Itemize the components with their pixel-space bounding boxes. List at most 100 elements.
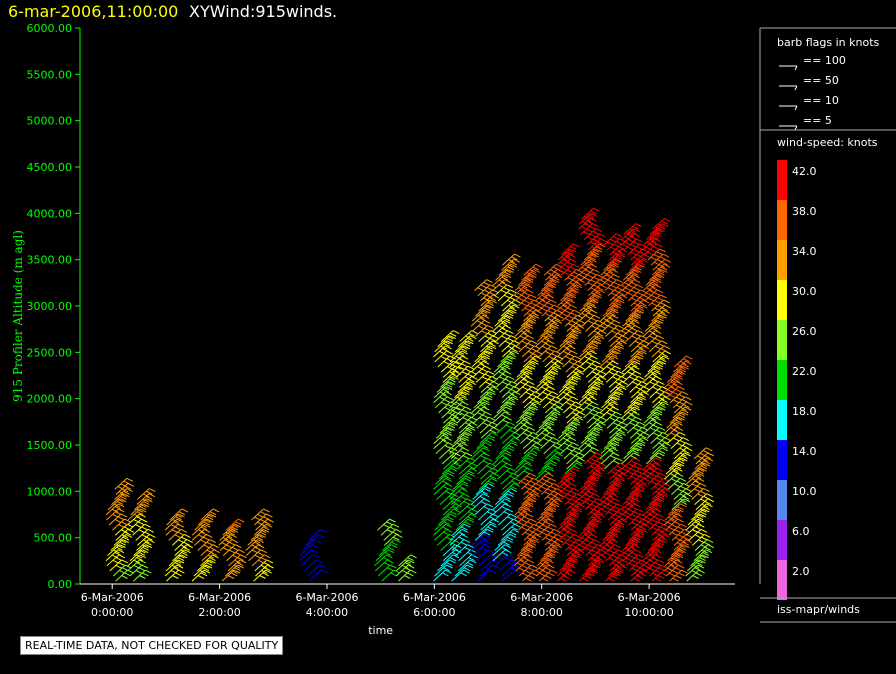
barb-flag — [648, 376, 656, 381]
barb-flag — [510, 439, 518, 444]
barb-flag — [662, 401, 669, 406]
barb-flag — [140, 503, 147, 508]
barb-flag — [238, 549, 245, 554]
barb-flag — [520, 554, 527, 559]
barb-flag — [446, 337, 453, 342]
barb-flag — [532, 477, 540, 482]
barb-flag — [543, 483, 551, 488]
barb-flag — [523, 549, 530, 554]
barb-flag — [568, 559, 576, 564]
barb-flag — [676, 559, 683, 564]
barb-flag — [445, 383, 453, 388]
barb-flag — [618, 370, 625, 375]
wind-barb — [501, 518, 514, 531]
barb-flag — [605, 552, 612, 557]
barb-flag — [627, 366, 635, 370]
barb-flag — [654, 562, 662, 567]
barb-flag — [583, 261, 591, 266]
barb-flag — [571, 396, 579, 401]
barb-flag — [648, 243, 656, 248]
barb-flag — [480, 284, 487, 289]
barb-flag — [567, 493, 574, 498]
barb-flag — [637, 353, 644, 358]
barb-flag — [632, 241, 640, 245]
barb-flag — [489, 462, 496, 467]
barb-flag — [173, 567, 181, 572]
barb-flag — [654, 516, 661, 521]
barb-flag — [625, 277, 633, 281]
barb-flag — [260, 557, 268, 561]
barb-flag — [483, 452, 490, 457]
barb-flag — [612, 414, 619, 419]
barb-flag — [504, 378, 512, 383]
barb-flag — [673, 429, 681, 434]
barb-flag — [676, 381, 683, 385]
barb-flag — [593, 268, 600, 273]
barb-flag — [486, 345, 493, 350]
wind-profile-1 — [127, 488, 156, 582]
wind-barb — [452, 477, 466, 490]
barb-flag — [703, 488, 710, 493]
barb-flag — [545, 575, 552, 579]
barb-flag — [679, 493, 687, 498]
barb-flag — [607, 325, 615, 330]
barb-flag — [136, 511, 144, 516]
barb-flag — [485, 457, 493, 462]
barb-flag — [404, 575, 411, 579]
barb-flag — [522, 511, 530, 516]
barb-flag — [257, 544, 265, 549]
wind-barb — [374, 559, 388, 572]
wind-barb — [495, 554, 508, 567]
barb-flag — [257, 521, 264, 526]
barb-flag — [525, 330, 533, 335]
wind-barb — [453, 452, 467, 465]
barb-flag — [384, 551, 392, 556]
barb-flag — [461, 396, 468, 401]
barb-flag — [651, 511, 659, 516]
barb-flag — [524, 277, 531, 281]
barb-flag — [524, 531, 532, 536]
barb-flag — [678, 572, 685, 577]
barb-flag — [624, 465, 632, 470]
barb-flag — [544, 312, 552, 317]
barb-flag — [703, 495, 710, 500]
y-tick-label: 2000.00 — [27, 393, 73, 406]
barb-flag — [455, 360, 463, 365]
wind-barb — [492, 503, 506, 516]
x-tick-date: 6-Mar-2006 — [510, 591, 573, 604]
barb-flag — [571, 376, 578, 381]
barb-flag — [616, 388, 624, 393]
barb-flag — [700, 544, 708, 549]
barb-flag — [462, 483, 469, 487]
barb-flag — [200, 539, 207, 544]
wind-barb — [600, 452, 614, 465]
barb-flag — [679, 544, 687, 549]
barb-flag — [480, 455, 487, 460]
wind-barb — [433, 569, 446, 582]
barb-flag — [544, 516, 551, 521]
barb-flag — [462, 455, 470, 460]
barb-flag — [504, 450, 512, 454]
barb-flag — [610, 322, 618, 327]
barb-flag — [203, 528, 211, 533]
barb-flag — [663, 533, 670, 538]
barb-flag — [562, 567, 569, 572]
barb-flag — [529, 480, 537, 485]
barb-flag — [449, 335, 456, 340]
barb-flag — [563, 271, 571, 276]
barb-flag — [594, 546, 601, 551]
barb-flag — [113, 503, 121, 508]
barb-flag — [593, 248, 600, 253]
barb-flag — [654, 337, 661, 342]
barb-flag — [532, 536, 539, 541]
barb-flag — [655, 536, 663, 541]
barb-flag — [119, 541, 126, 546]
barb-flag — [590, 350, 597, 355]
barb-flag — [657, 513, 664, 518]
barb-flag — [627, 549, 634, 554]
wind-barb — [543, 442, 557, 455]
barb-flag — [609, 363, 616, 368]
barb-flag — [569, 248, 577, 253]
barb-flag — [549, 439, 556, 444]
barb-flag — [652, 411, 660, 416]
